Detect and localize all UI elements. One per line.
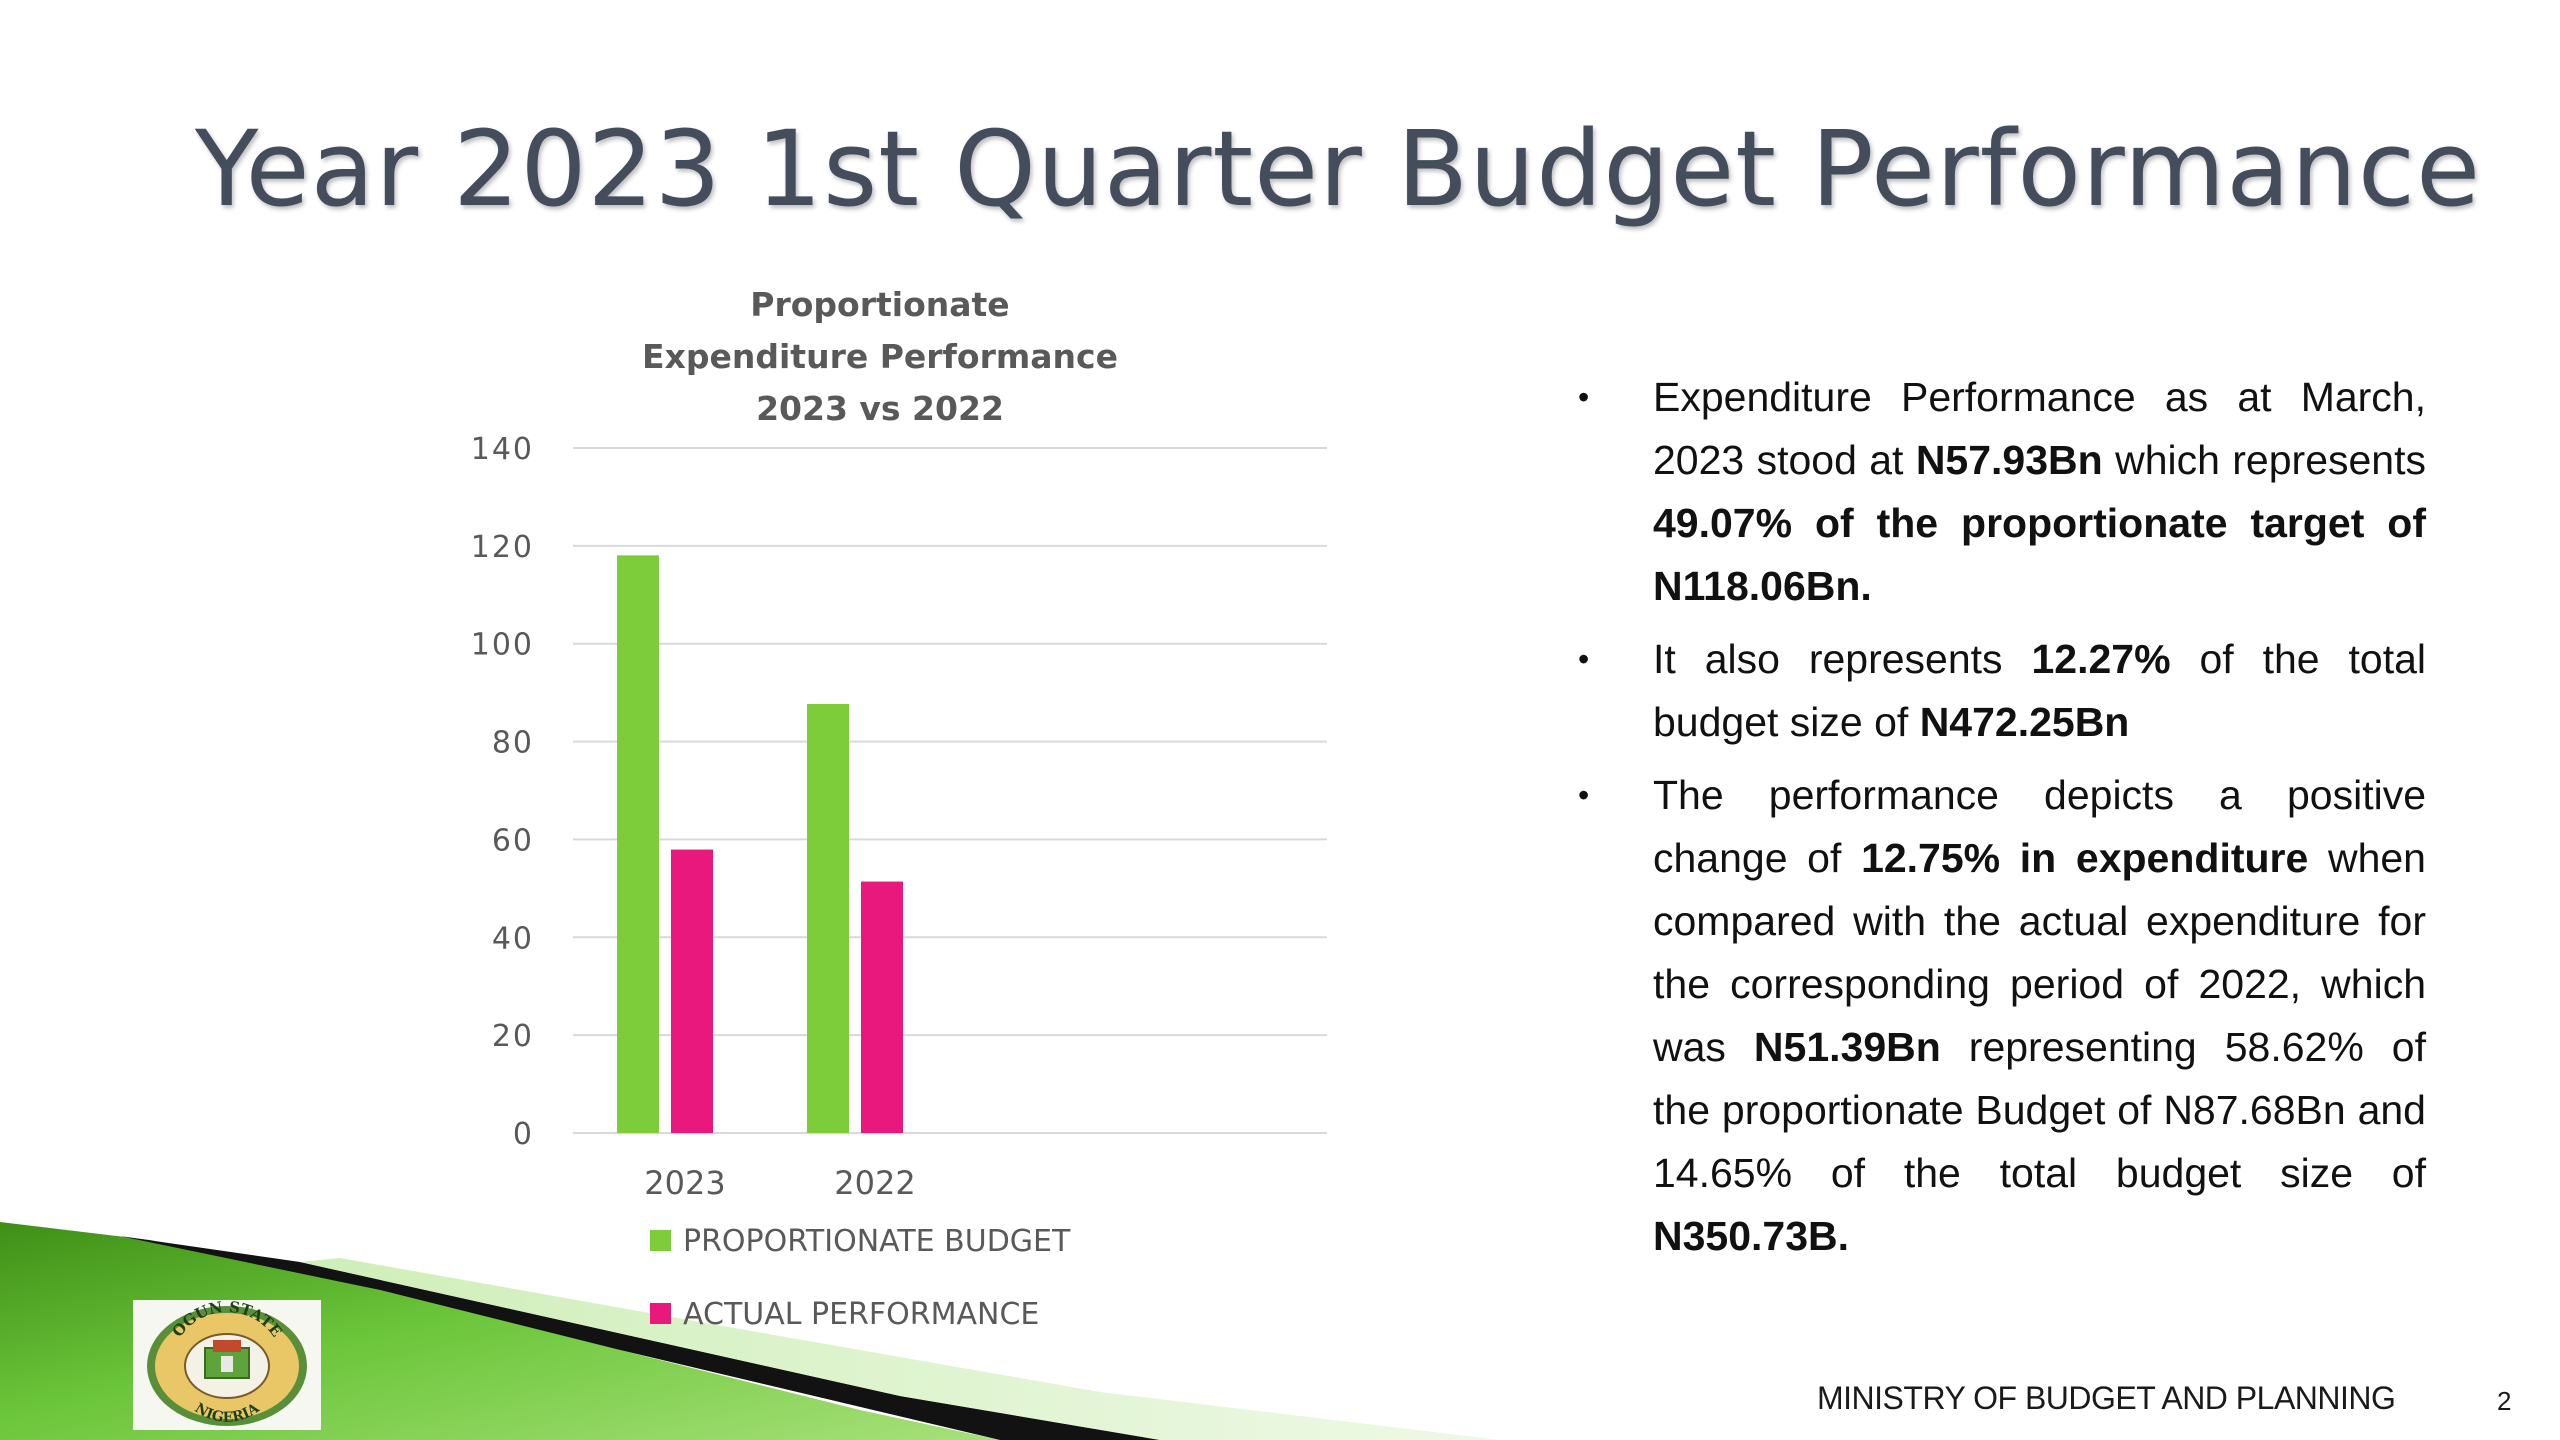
legend-swatch <box>650 1230 671 1251</box>
footer-ministry: MINISTRY OF BUDGET AND PLANNING <box>1817 1380 2396 1416</box>
bullet-bold-text: 49.07% of the proportionate target of N1… <box>1653 500 2426 609</box>
legend: PROPORTIONATE BUDGET ACTUAL PERFORMANCE <box>650 1224 1071 1332</box>
ogun-state-logo: OGUN STATE NIGERIA <box>133 1298 321 1430</box>
bullet-text: It also represents <box>1653 636 2032 682</box>
bar-chart: Proportionate Expenditure Performance 2023… <box>471 285 1327 1332</box>
bullet-bold-text: N51.39Bn <box>1753 1024 1941 1070</box>
bullet-bold-text: N350.73B. <box>1653 1213 1850 1259</box>
bullet-text: The performance depicts a positive chang… <box>1653 772 2426 881</box>
bullet-bold-text: N472.25Bn <box>1919 699 2130 745</box>
chart-title-line: Expenditure Performance <box>642 337 1118 376</box>
bar-2022-1 <box>861 881 903 1133</box>
bullet-text: of the total budget size of <box>1653 636 2426 745</box>
page-number: 2 <box>2497 1386 2512 1416</box>
seal-icon: OGUN STATE NIGERIA <box>147 1298 307 1426</box>
summary-bullets: Expenditure Performance as at March, 202… <box>1570 366 2426 1278</box>
y-tick-label: 40 <box>492 921 534 956</box>
chart-title: Proportionate Expenditure Performance 2023… <box>642 285 1118 428</box>
bar-2022-0 <box>807 703 849 1133</box>
y-tick-label: 20 <box>492 1019 534 1054</box>
bullet-total-budget-share: It also represents 12.27% of the total b… <box>1570 628 2426 754</box>
chart-title-line: Proportionate <box>750 285 1009 324</box>
chart-title-line: 2023 vs 2022 <box>756 389 1004 428</box>
y-tick-label: 80 <box>492 726 534 761</box>
bullet-bold-text: 12.75% in expenditure <box>1861 835 2309 881</box>
bullet-bold-text: N57.93Bn <box>1915 437 2103 483</box>
slide-title: Year 2023 1st Quarter Budget Performance <box>194 108 2482 230</box>
legend-swatch <box>650 1303 671 1324</box>
bullet-positive-change: The performance depicts a positive chang… <box>1570 764 2426 1268</box>
bar-2023-1 <box>671 849 713 1133</box>
bullet-text: representing 58.62% of the proportionate… <box>1653 1024 2426 1196</box>
x-tick-label: 2023 <box>644 1164 725 1202</box>
bars <box>617 555 903 1133</box>
x-tick-label: 2022 <box>834 1164 915 1202</box>
y-axis-ticks: 0 20 40 60 80 100 120 140 <box>471 432 534 1152</box>
bullet-expenditure-performance: Expenditure Performance as at March, 202… <box>1570 366 2426 618</box>
y-tick-label: 0 <box>513 1117 534 1152</box>
bar-2023-0 <box>617 555 659 1133</box>
bullet-text: which represents <box>2102 437 2426 483</box>
y-tick-label: 120 <box>471 530 534 565</box>
y-tick-label: 140 <box>471 432 534 467</box>
x-axis-ticks: 2023 2022 <box>644 1164 915 1202</box>
legend-label: PROPORTIONATE BUDGET <box>683 1224 1071 1259</box>
bullet-text: Expenditure Performance as at March, 202… <box>1653 374 2426 483</box>
bullet-bold-text: 12.27% <box>2031 636 2171 682</box>
legend-label: ACTUAL PERFORMANCE <box>683 1297 1039 1332</box>
bullet-text: when compared with the actual expenditur… <box>1653 835 2426 1070</box>
y-tick-label: 60 <box>492 823 534 858</box>
y-tick-label: 100 <box>471 628 534 663</box>
